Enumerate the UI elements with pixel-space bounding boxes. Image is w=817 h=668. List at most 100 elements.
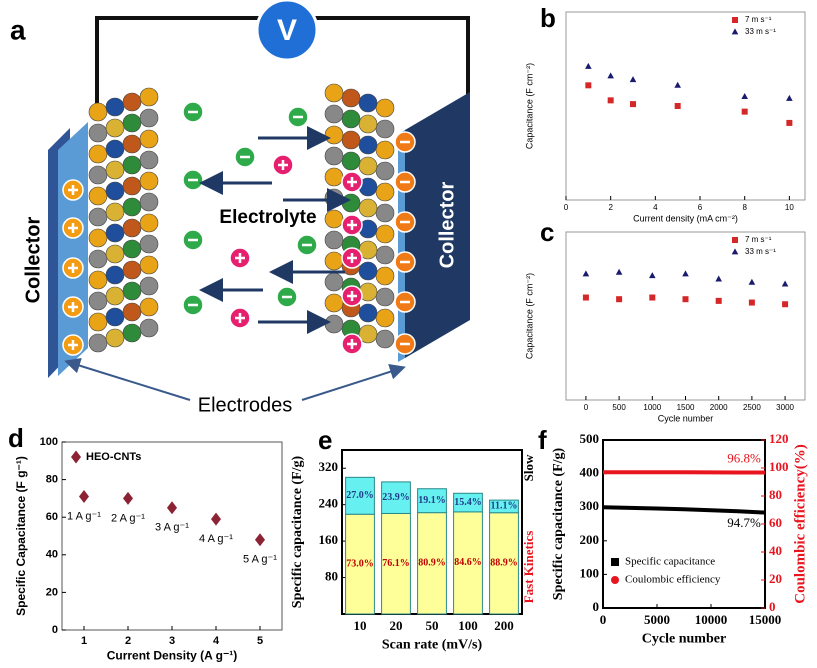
electrode-particle — [88, 207, 108, 227]
panel-label: d — [8, 423, 24, 453]
electrode-particle — [324, 146, 344, 166]
marker — [582, 294, 589, 301]
electrode-particle — [358, 114, 378, 134]
segment-label: 76.1% — [382, 558, 410, 569]
x-tick-label: 0 — [584, 403, 589, 412]
y-tick-label: 200 — [580, 532, 600, 547]
x-tick-label: 2500 — [743, 403, 761, 412]
bar-segment — [345, 476, 375, 515]
marker — [79, 490, 89, 504]
x-axis-label: Current Density (A g⁻¹) — [107, 649, 238, 663]
y-tick-label: 100 — [40, 436, 58, 448]
legend-label: Coulombic efficiency — [625, 574, 721, 586]
electrode-particle — [324, 104, 344, 124]
electrode-particle — [358, 198, 378, 218]
electrode-particle — [375, 182, 395, 202]
electrode-particle — [105, 307, 125, 327]
electrode-particle — [122, 302, 142, 322]
legend-label: HEO-CNTs — [86, 451, 141, 463]
electrode-particle — [375, 329, 395, 349]
point-label: 5 A g⁻¹ — [243, 554, 277, 566]
electrode-particle — [358, 324, 378, 344]
marker — [748, 278, 756, 285]
electrode-particle — [105, 181, 125, 201]
electrode-particle — [122, 260, 142, 280]
voltmeter — [255, 0, 319, 62]
segment-label: 23.9% — [382, 492, 410, 503]
electrode-particle — [139, 108, 159, 128]
y-tick-label: 80 — [325, 569, 338, 584]
bar-segment — [381, 481, 411, 514]
segment-label: 19.1% — [418, 495, 446, 506]
panel-label: a — [10, 14, 26, 45]
x-tick-label: 3000 — [776, 403, 794, 412]
x-tick-label: 1000 — [643, 403, 661, 412]
y-tick-label: 320 — [319, 459, 339, 474]
electrode-particle — [324, 188, 344, 208]
electrode-particle — [358, 156, 378, 176]
y-tick-label: 20 — [46, 586, 58, 598]
electrode-particle — [105, 139, 125, 159]
y-tick-label: 0 — [52, 624, 58, 636]
marker — [615, 268, 623, 275]
electrode-particle — [88, 249, 108, 269]
point-label: 2 A g⁻¹ — [111, 512, 145, 524]
y-tick-label: 0 — [593, 599, 600, 614]
marker — [649, 272, 656, 279]
electrode-particle — [139, 129, 159, 149]
electrode-particle — [341, 193, 361, 213]
electrode-particle — [88, 165, 108, 185]
y2-tick-label: 40 — [769, 543, 782, 558]
electrolyte-label: Electrolyte — [219, 207, 316, 228]
marker — [607, 97, 614, 104]
bar-segment — [453, 511, 483, 615]
legend-label: 7 m s⁻¹ — [745, 15, 772, 24]
electrode-particle — [105, 244, 125, 264]
legend-marker — [731, 248, 739, 255]
legend-label: 33 m s⁻¹ — [745, 27, 776, 36]
marker — [211, 512, 221, 526]
segment-label: 11.1% — [491, 501, 518, 512]
segment-label: 27.0% — [346, 490, 374, 501]
electrode-particle — [324, 314, 344, 334]
collector-label: Collector — [436, 181, 458, 268]
marker — [741, 93, 748, 99]
electrode-particle — [139, 192, 159, 212]
electrode-particle — [139, 150, 159, 170]
y2-tick-label: 100 — [769, 459, 789, 474]
point-label: 4 A g⁻¹ — [199, 533, 233, 545]
point-label: 3 A g⁻¹ — [155, 522, 189, 534]
electrode-particle — [341, 130, 361, 150]
marker — [674, 103, 681, 109]
marker — [585, 82, 592, 89]
bar-segment — [489, 499, 519, 514]
marker — [629, 76, 637, 83]
meter-label: V — [277, 14, 297, 47]
x-tick-label: 1500 — [677, 403, 695, 412]
collector-label: Collector — [22, 216, 44, 303]
electrode-particle — [122, 281, 142, 301]
legend-marker — [732, 237, 738, 243]
plot-frame — [565, 231, 806, 401]
y2-tick-label: 0 — [769, 599, 776, 614]
electrode-particle — [375, 245, 395, 265]
electrode-particle — [88, 270, 108, 290]
electrode-particle — [375, 224, 395, 244]
marker — [715, 275, 722, 282]
x-tick-label: 10 — [785, 203, 794, 212]
bar-segment — [417, 488, 447, 514]
electrode-particle — [341, 88, 361, 108]
electrode-particle — [324, 83, 344, 103]
marker — [585, 62, 592, 69]
electrode-particle — [88, 186, 108, 206]
electrode-particle — [105, 328, 125, 348]
electrode-particle — [122, 155, 142, 175]
bar-segment — [453, 492, 483, 513]
electrode-particle — [88, 144, 108, 164]
x-tick-label: 20 — [390, 618, 403, 633]
electrode-particle — [375, 98, 395, 118]
x-tick-label: 6 — [698, 203, 703, 212]
y2-tick-label: 80 — [769, 487, 782, 502]
electrode-particle — [375, 308, 395, 328]
